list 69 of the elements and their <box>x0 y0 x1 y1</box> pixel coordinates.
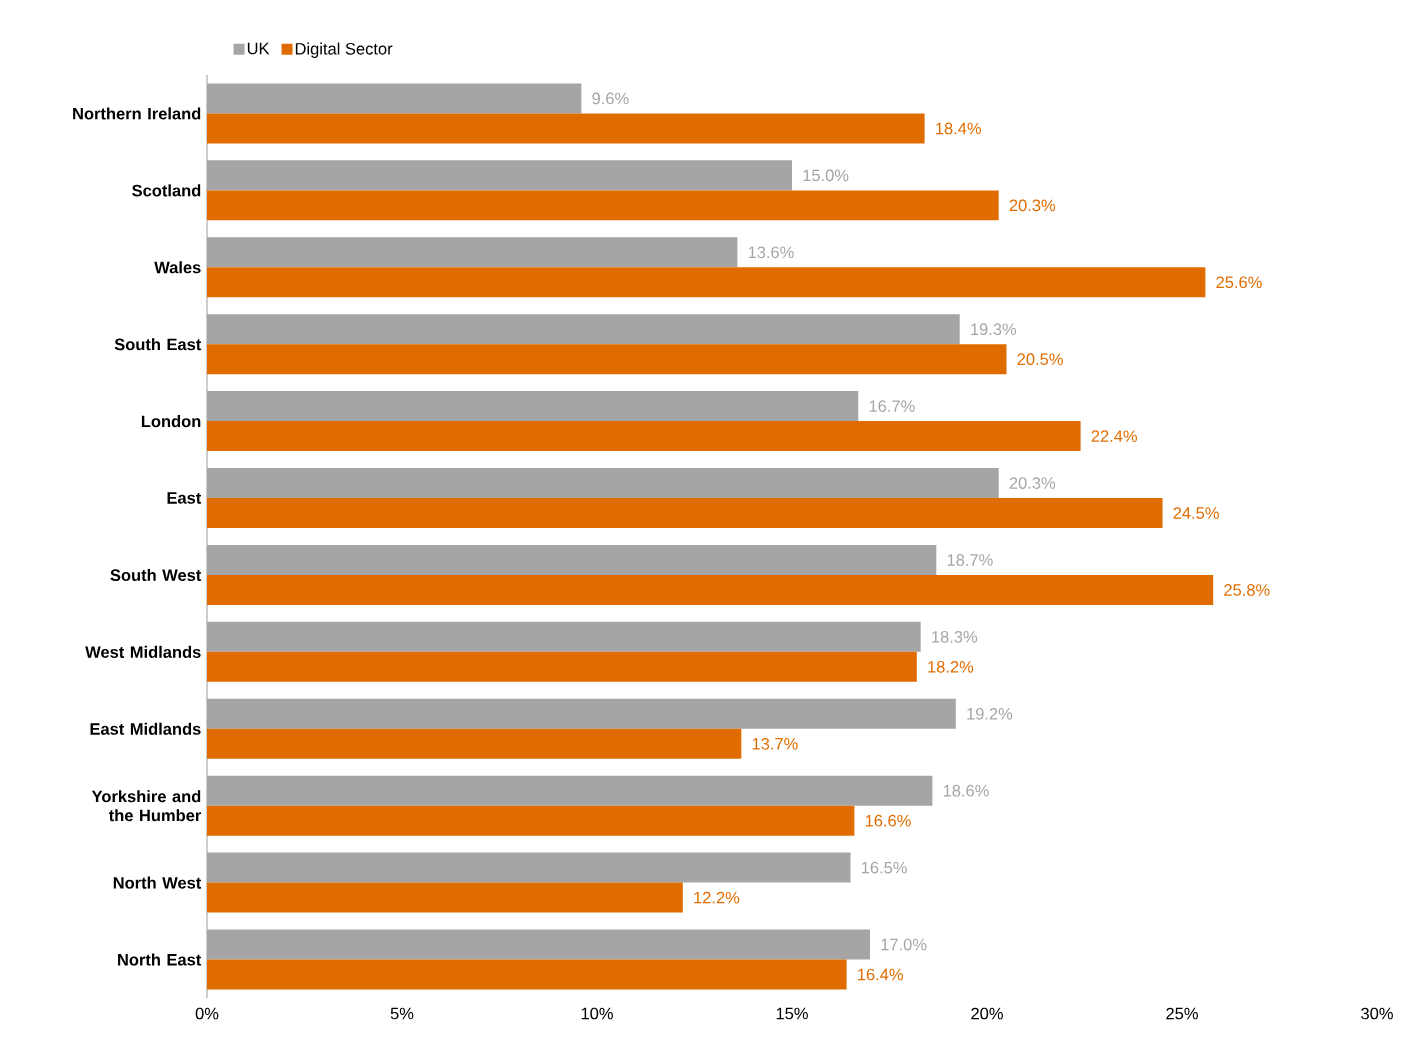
x-tick-label: 20% <box>971 1007 1003 1020</box>
data-label: 13.6% <box>748 246 794 259</box>
data-label: 16.5% <box>861 861 907 874</box>
data-label: 24.5% <box>1173 507 1219 519</box>
data-label: 18.6% <box>943 784 989 797</box>
bar <box>207 574 1214 605</box>
data-label: 13.7% <box>752 737 798 750</box>
y-tick-label: West Midlands <box>85 645 201 658</box>
y-tick-label: South East <box>114 338 202 351</box>
x-tick-label: 25% <box>1166 1007 1198 1020</box>
data-label: 20.3% <box>1009 199 1056 212</box>
data-label: 16.7% <box>869 400 915 412</box>
bar <box>207 544 937 575</box>
bar <box>207 929 870 960</box>
y-tick-label: Wales <box>154 261 201 274</box>
y-tick-label: London <box>141 415 201 428</box>
bar <box>207 882 683 913</box>
x-tick-label: 30% <box>1361 1007 1393 1020</box>
data-label: 9.6% <box>592 92 629 105</box>
data-label: 20.3% <box>1009 477 1056 489</box>
bar <box>207 468 999 499</box>
data-label: 25.6% <box>1216 276 1262 289</box>
bar <box>207 498 1163 529</box>
x-tick-label: 0% <box>195 1007 219 1020</box>
bar <box>207 421 1081 452</box>
bar <box>207 698 956 729</box>
data-label: 18.2% <box>928 661 974 673</box>
data-label: 18.4% <box>936 122 981 135</box>
bar <box>207 852 851 883</box>
legend-label: UK <box>247 42 270 55</box>
bar <box>207 959 847 990</box>
data-label: 19.2% <box>967 707 1013 720</box>
bar <box>207 805 855 836</box>
y-tick-label: Scotland <box>132 184 201 197</box>
bar <box>207 190 999 221</box>
bar <box>207 314 960 345</box>
bar <box>207 237 738 268</box>
data-label: 12.2% <box>694 891 740 904</box>
bar <box>207 267 1206 298</box>
data-label: 18.3% <box>932 631 978 643</box>
bar <box>207 113 925 144</box>
x-tick-label: 15% <box>776 1007 808 1020</box>
y-tick-label: Northern Ireland <box>73 107 201 120</box>
data-label: 20.5% <box>1017 353 1063 366</box>
y-tick-label: East Midlands <box>90 722 201 735</box>
bar <box>207 344 1007 375</box>
legend-label: Digital Sector <box>295 42 393 58</box>
data-label: 15.0% <box>803 169 849 182</box>
data-label: 18.7% <box>947 554 993 566</box>
y-tick-label: East <box>167 492 202 504</box>
x-tick-label: 5% <box>390 1007 414 1020</box>
y-tick-label: South West <box>110 568 202 582</box>
data-label: 16.4% <box>858 968 903 981</box>
y-tick-label: North East <box>118 953 202 966</box>
data-label: 22.4% <box>1091 430 1137 442</box>
bar <box>207 728 742 759</box>
x-tick-label: 10% <box>581 1007 613 1020</box>
bar <box>207 621 921 652</box>
data-label: 19.3% <box>971 323 1017 336</box>
bar <box>207 83 582 114</box>
y-tick-label: Yorkshire and the Humber <box>91 790 202 822</box>
data-label: 17.0% <box>881 938 927 951</box>
bar <box>207 775 933 806</box>
data-label: 25.8% <box>1224 584 1270 596</box>
bar <box>207 651 917 682</box>
y-tick-label: North West <box>113 876 202 889</box>
data-label: 16.6% <box>865 814 911 827</box>
bar <box>207 160 792 191</box>
bar <box>207 391 859 422</box>
